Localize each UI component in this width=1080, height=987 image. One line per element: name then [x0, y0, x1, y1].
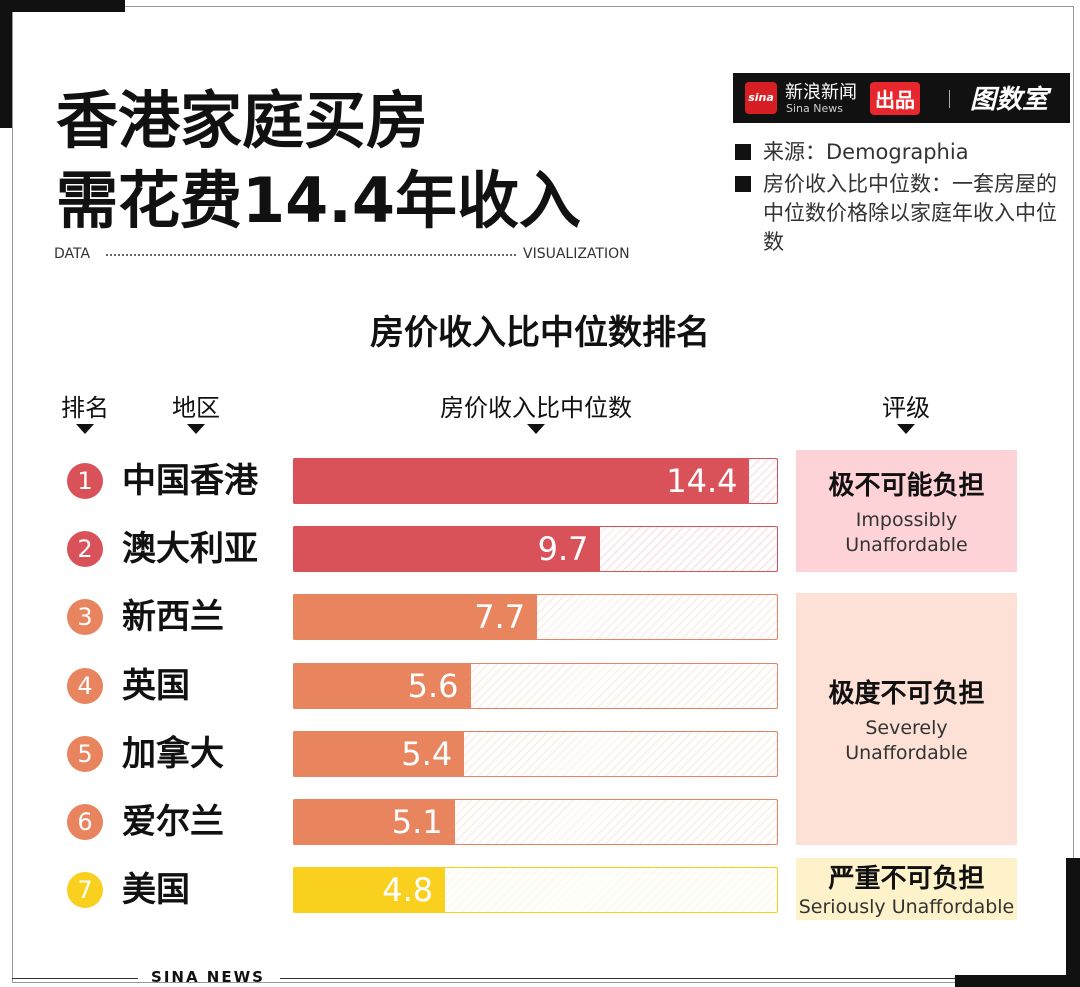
frame	[12, 6, 1074, 983]
dotted-line	[106, 254, 516, 256]
rank-badge: 2	[67, 531, 103, 568]
bar	[293, 458, 750, 504]
title-line: 香港家庭买房	[56, 84, 429, 157]
corner	[1066, 858, 1080, 987]
bar	[293, 799, 455, 845]
column-header: 评级	[882, 394, 930, 422]
marker-triangle	[527, 424, 545, 434]
brand-bar: sina 新浪新闻 Sina News 出品 图数室	[733, 73, 1070, 123]
region: 中国香港	[122, 461, 258, 501]
brand-name: 新浪新闻	[785, 82, 857, 103]
value-label: 4.8	[382, 871, 434, 910]
rating-label-en: Impossibly Unaffordable	[845, 508, 968, 556]
value-label: 14.4	[666, 462, 738, 500]
separator	[949, 90, 950, 108]
marker-triangle	[897, 424, 915, 434]
region: 英国	[122, 665, 190, 706]
rating-box: 极不可能负担 Impossibly Unaffordable	[796, 450, 1017, 572]
tag: VISUALIZATION	[523, 246, 630, 262]
rating-box: 极度不可负担 Severely Unaffordable	[796, 593, 1017, 845]
rating-label: 极不可能负担	[828, 470, 985, 501]
region: 美国	[122, 870, 190, 911]
rating-label: 严重不可负担	[828, 864, 985, 894]
column-header: 地区	[172, 394, 220, 422]
region: 加拿大	[122, 733, 224, 774]
region: 新西兰	[122, 597, 224, 638]
bullet	[735, 144, 751, 160]
bar	[293, 662, 471, 709]
corner	[955, 975, 1080, 987]
region: 爱尔兰	[122, 802, 224, 842]
rating-label: 极度不可负担	[828, 678, 985, 709]
chart-title: 房价收入比中位数排名	[370, 313, 710, 353]
rank-badge: 5	[67, 735, 103, 772]
rank-badge: 3	[67, 599, 103, 636]
rating-label-en: Seriously Unaffordable	[798, 896, 1015, 918]
footer-line	[12, 978, 138, 979]
value-label: 5.4	[401, 734, 453, 773]
badge: 出品	[870, 82, 920, 115]
column-header: 房价收入比中位数	[440, 394, 632, 422]
corner	[0, 0, 125, 12]
logo: sina	[745, 82, 777, 114]
bullet	[735, 176, 751, 192]
column-header: 排名	[61, 394, 109, 422]
rating-box: 严重不可负担 Seriously Unaffordable	[796, 858, 1017, 920]
bar	[293, 867, 446, 914]
corner	[0, 0, 12, 128]
rank-badge: 1	[67, 463, 103, 499]
marker-triangle	[76, 424, 94, 434]
partner: 图数室	[970, 85, 1049, 115]
tag: DATA	[54, 246, 91, 262]
rank-badge: 7	[67, 872, 103, 909]
rank-badge: 6	[67, 804, 103, 840]
value-label: 5.1	[391, 803, 443, 841]
note: 房价收入比中位数：一套房屋的中位数价格除以家庭年收入中位数	[763, 172, 1057, 254]
region: 澳大利亚	[122, 529, 258, 570]
note: 来源：Demographia	[763, 140, 969, 164]
rating-label-en: Severely Unaffordable	[845, 716, 968, 764]
value-label: 5.6	[407, 666, 459, 705]
marker-triangle	[187, 424, 205, 434]
value-label: 9.7	[537, 530, 589, 569]
brand-name-en: Sina News	[786, 102, 843, 115]
bar	[293, 594, 538, 641]
rank-badge: 4	[67, 667, 103, 704]
bar	[293, 526, 601, 573]
footer: SINA NEWS	[151, 968, 265, 986]
value-label: 7.7	[474, 598, 526, 637]
title-line: 需花费14.4年收入	[56, 164, 581, 237]
footer-line	[280, 978, 955, 979]
bar	[293, 730, 465, 777]
